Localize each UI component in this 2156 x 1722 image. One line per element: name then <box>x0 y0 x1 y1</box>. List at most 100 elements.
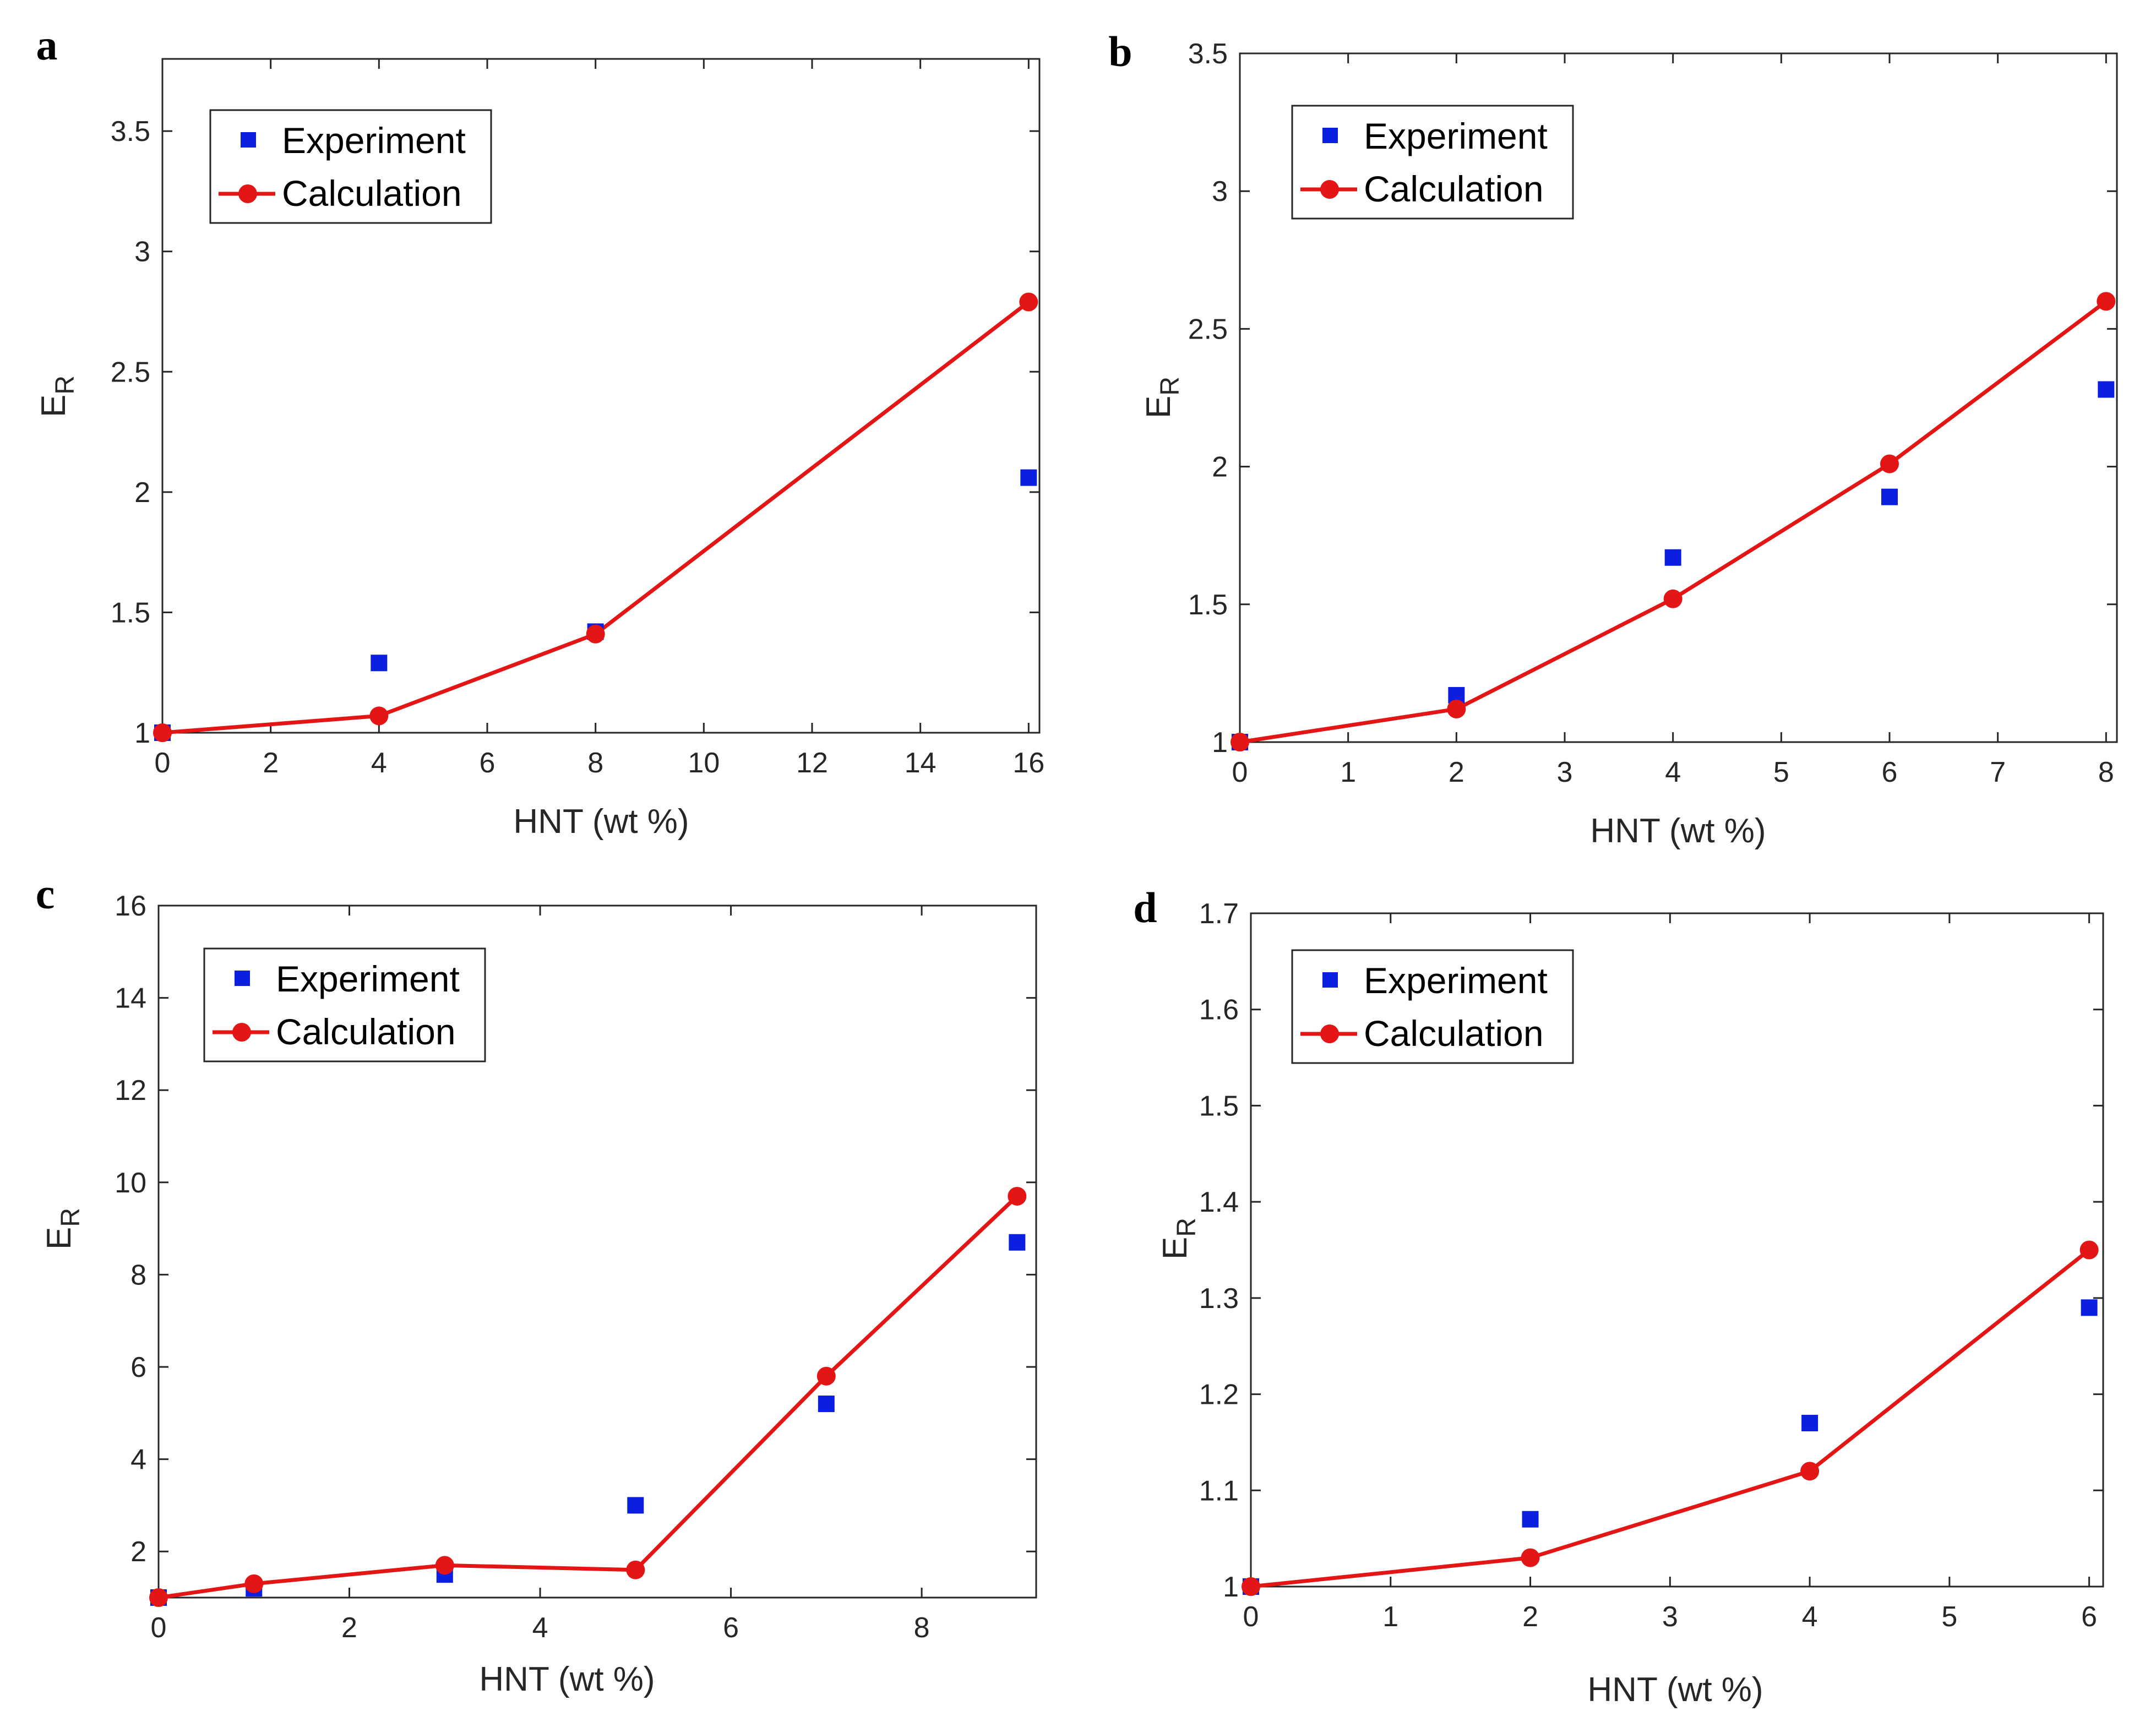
y-axis-label-subscript: R <box>1172 1218 1201 1237</box>
x-axis-label: HNT (wt %) <box>479 1660 655 1698</box>
y-tick-label: 12 <box>115 1075 146 1107</box>
x-tick-label: 4 <box>532 1612 548 1644</box>
y-tick-label: 3 <box>1212 176 1228 208</box>
calculation-line <box>158 1195 1019 1600</box>
x-tick-label: 8 <box>587 747 603 779</box>
experiment-point <box>1522 1511 1539 1528</box>
legend-experiment-label: Experiment <box>1364 960 1548 1001</box>
chart-panel-c: 0 2 4 6 8 2 4 6 8 10 12 14 16 HNT (wt %) ER c Experiment… <box>36 870 1037 1698</box>
y-tick-label: 1.4 <box>1199 1186 1239 1218</box>
y-tick-label: 2 <box>1212 451 1228 483</box>
y-tick-label: 1.2 <box>1199 1379 1239 1411</box>
legend-box <box>1291 949 1574 1064</box>
x-tick-label: 3 <box>1557 756 1573 788</box>
legend-calculation-label: Calculation <box>282 173 462 214</box>
legend-box <box>209 109 492 224</box>
experiment-point <box>1009 1234 1026 1251</box>
legend-calculation-marker <box>232 1023 251 1042</box>
legend-experiment-label: Experiment <box>276 958 460 999</box>
y-tick-label: 1 <box>1212 727 1228 759</box>
experiment-point <box>1664 549 1681 566</box>
experiment-point <box>2081 1299 2098 1316</box>
y-tick-label: 1.3 <box>1199 1283 1239 1315</box>
calculation-point <box>1231 733 1249 751</box>
legend-calculation-label: Calculation <box>276 1011 456 1052</box>
calculation-point <box>1521 1548 1540 1567</box>
y-axis-label: ER <box>1156 1218 1201 1260</box>
legend: Experiment Calculation <box>209 109 492 224</box>
y-tick-label: 6 <box>130 1352 146 1383</box>
x-tick-label: 6 <box>2081 1601 2097 1633</box>
panel-letter: a <box>36 21 58 69</box>
calculation-point <box>2097 292 2116 311</box>
legend-calculation-label: Calculation <box>1364 1013 1544 1054</box>
x-tick-label: 1 <box>1340 756 1356 788</box>
experiment-point <box>371 655 388 672</box>
calculation-point <box>2079 1240 2099 1260</box>
y-tick-label: 3.5 <box>111 116 150 148</box>
y-axis-label-subscript: R <box>51 375 80 395</box>
legend-calculation-label: Calculation <box>1364 168 1544 209</box>
experiment-point <box>1020 469 1037 486</box>
y-tick-label: 4 <box>130 1444 146 1476</box>
x-tick-label: 5 <box>1773 756 1789 788</box>
y-tick-label: 2.5 <box>1188 313 1228 345</box>
y-tick-label: 1.7 <box>1199 898 1239 930</box>
calculation-point <box>1880 454 1899 473</box>
x-tick-label: 12 <box>796 747 828 779</box>
experiment-point <box>2098 381 2115 398</box>
x-tick-label: 2 <box>1449 756 1464 788</box>
y-tick-label: 3.5 <box>1188 38 1228 70</box>
x-tick-label: 1 <box>1382 1601 1398 1633</box>
legend-box <box>203 947 486 1062</box>
calculation-point <box>149 1588 168 1607</box>
legend: Experiment Calculation <box>1291 105 1574 220</box>
x-tick-label: 6 <box>723 1612 739 1644</box>
x-tick-label: 6 <box>1882 756 1898 788</box>
x-tick-label: 2 <box>263 747 279 779</box>
panel-letter: d <box>1133 884 1157 931</box>
calculation-point <box>1008 1186 1027 1206</box>
y-tick-label: 1 <box>134 717 150 749</box>
x-axis-label: HNT (wt %) <box>1587 1671 1763 1709</box>
y-tick-label: 10 <box>115 1167 146 1199</box>
x-tick-label: 8 <box>2098 756 2114 788</box>
legend-calculation-marker <box>1320 180 1339 199</box>
calculation-point <box>244 1574 264 1593</box>
experiment-point <box>1881 488 1898 505</box>
calculation-point <box>153 723 172 742</box>
legend-experiment-marker <box>1322 972 1338 988</box>
x-tick-label: 4 <box>1802 1601 1818 1633</box>
legend-calculation-marker <box>1320 1025 1339 1043</box>
calculation-point <box>1019 292 1038 312</box>
y-axis-label: ER <box>40 1208 85 1250</box>
panel-letter: b <box>1108 28 1132 75</box>
x-tick-label: 6 <box>480 747 496 779</box>
experiment-point <box>1801 1414 1819 1431</box>
legend-experiment-label: Experiment <box>282 120 466 161</box>
x-tick-label: 3 <box>1662 1601 1678 1633</box>
calculation-point <box>586 624 605 644</box>
x-tick-label: 0 <box>155 747 171 779</box>
x-tick-label: 2 <box>1522 1601 1538 1633</box>
legend-box <box>1291 105 1574 220</box>
calculation-point <box>626 1560 645 1579</box>
x-tick-label: 2 <box>341 1612 357 1644</box>
x-tick-label: 7 <box>1990 756 2006 788</box>
x-tick-label: 0 <box>1243 1601 1259 1633</box>
legend: Experiment Calculation <box>203 947 486 1062</box>
x-tick-label: 4 <box>1665 756 1681 788</box>
y-tick-label: 1.5 <box>1188 589 1228 621</box>
legend-experiment-label: Experiment <box>1364 116 1548 156</box>
calculation-point <box>435 1556 454 1575</box>
y-axis-label: ER <box>1140 377 1185 418</box>
legend-experiment-marker <box>1322 128 1338 143</box>
x-axis-label: HNT (wt %) <box>513 803 689 841</box>
y-axis-label: ER <box>35 375 80 417</box>
y-tick-label: 1.1 <box>1199 1475 1239 1507</box>
y-tick-label: 14 <box>115 983 146 1015</box>
